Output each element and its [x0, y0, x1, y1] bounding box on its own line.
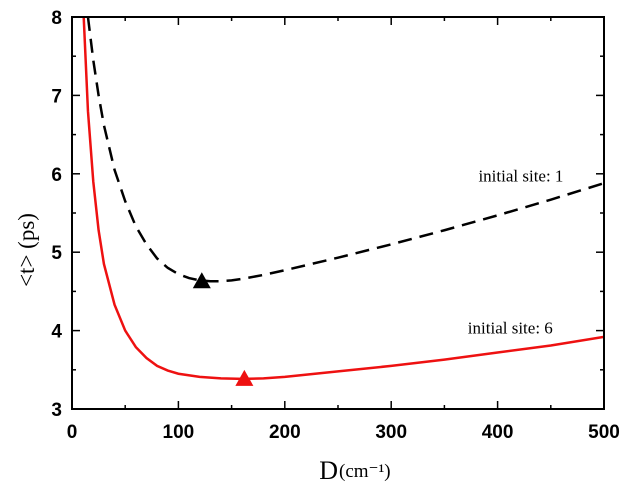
y-tick-label: 6: [51, 165, 62, 186]
y-tick-label: 3: [51, 400, 62, 421]
x-tick-label: 100: [163, 422, 195, 443]
x-tick-label: 400: [482, 422, 514, 443]
y-tick-label: 7: [51, 86, 62, 107]
text-layer: <t> (ps) D (cm⁻¹) initial site: 1 initial…: [14, 167, 563, 485]
x-tick-label: 200: [269, 422, 301, 443]
x-axis-title: D: [319, 456, 338, 485]
y-tick-label: 8: [51, 8, 62, 29]
axes-layer: 0 100 200 300 400 500 3 4 5 6 7 8: [51, 8, 619, 443]
series-line-1: [86, 17, 604, 283]
y-axis-title: <t> (ps): [14, 213, 39, 287]
x-axis-unit: (cm⁻¹): [339, 461, 391, 482]
minimum-marker-1: [192, 272, 211, 289]
series-line-2: [82, 17, 604, 381]
y-tick-label: 5: [51, 243, 62, 264]
x-tick-label: 0: [67, 422, 78, 443]
series-annotation-1: initial site: 1: [478, 167, 563, 186]
x-tick-label: 500: [588, 422, 620, 443]
series-annotation-2: initial site: 6: [468, 319, 553, 338]
x-tick-label: 300: [375, 422, 407, 443]
plot-layer: [82, 17, 604, 386]
minimum-marker-2: [235, 369, 254, 386]
y-tick-label: 4: [51, 322, 62, 343]
